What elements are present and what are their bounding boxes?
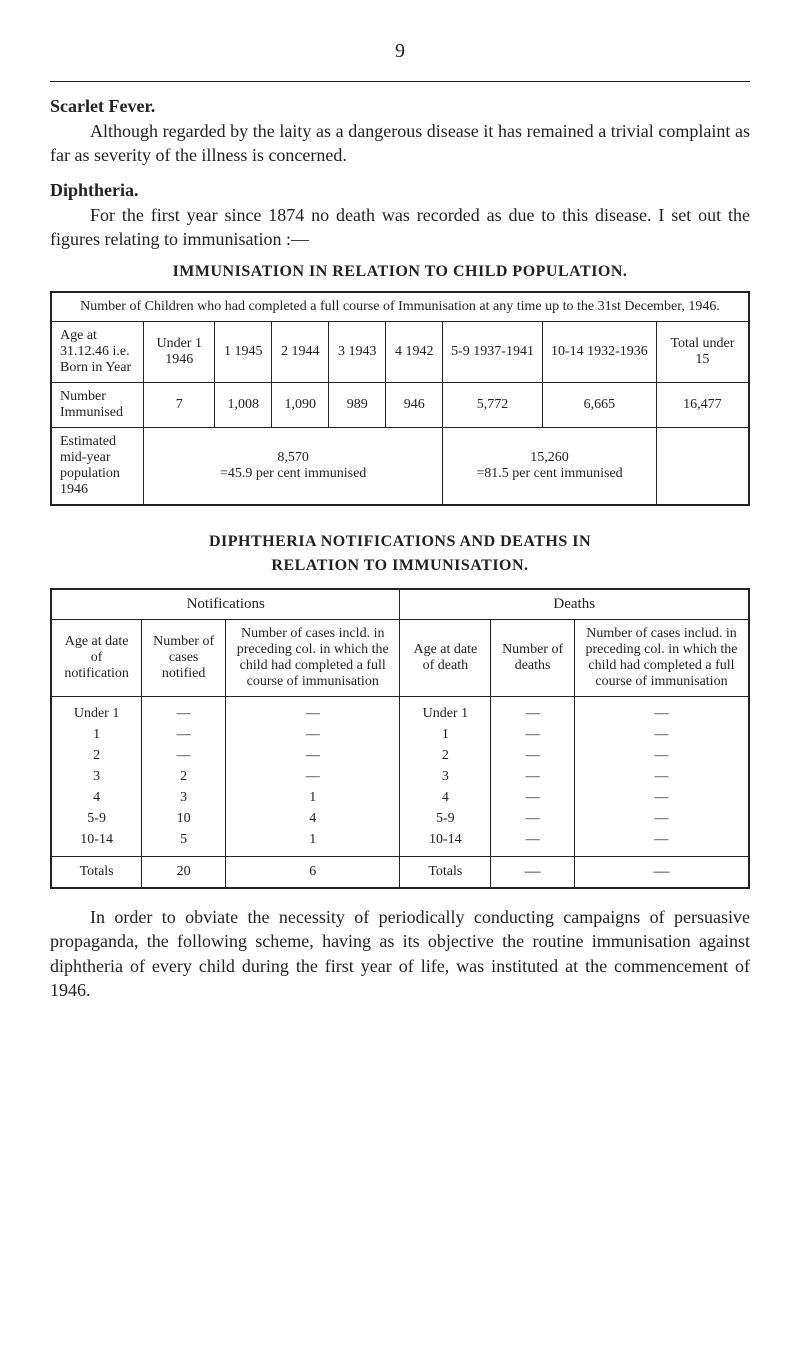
t1-col-5-9: 5-9 1937-1941 [443,322,543,383]
t1-col-3: 3 1943 [329,322,386,383]
t1-imm-5-9: 5,772 [443,383,543,428]
t2-totals-cases-imm: 6 [225,857,400,889]
scarlet-heading: Scarlet Fever. [50,96,750,117]
t1-est-left-pct: =45.9 per cent immunised [150,466,436,482]
t1-col-1: 1 1945 [215,322,272,383]
t2-h-deaths-imm: Number of cases includ. in preced­ing co… [574,620,749,697]
t1-est-left: 8,570 =45.9 per cent immunised [144,428,443,506]
t2-h-deaths: Number of deaths [491,620,575,697]
t1-col-4: 4 1942 [386,322,443,383]
t1-imm-2: 1,090 [272,383,329,428]
t1-col-u1: Under 1 1946 [144,322,215,383]
t2-totals-deaths: — [491,857,575,889]
t2-totals-cases: 20 [142,857,226,889]
t1-est-right-num: 15,260 [449,450,650,466]
t1-imm-10-14: 6,665 [542,383,656,428]
table2-title-line2: RELATION TO IMMUNISATION. [271,557,528,574]
scarlet-text: Although regarded by the laity as a dang… [50,119,750,168]
t2-cases-imm: ————141 [225,697,400,857]
t2-ages-d: Under 112345-910-14 [400,697,491,857]
t2-h-age-d: Age at date of death [400,620,491,697]
t2-deaths-header: Deaths [400,589,749,620]
t2-deaths-imm: ——————— [574,697,749,857]
table2: Notifications Deaths Age at date of noti… [50,588,750,889]
t2-notifications-header: Notifications [51,589,400,620]
t1-imm-label: Number Immunised [51,383,144,428]
t2-h-age: Age at date of notification [51,620,142,697]
page-number: 9 [50,40,750,63]
conclusion-text: In order to obviate the necessity of per… [50,905,750,1002]
t2-deaths: ——————— [491,697,575,857]
table1-caption: Number of Children who had completed a f… [51,292,749,322]
t1-imm-u1: 7 [144,383,215,428]
t2-cases: ———23105 [142,697,226,857]
table1-title: IMMUNISATION IN RELATION TO CHILD POPULA… [50,263,750,281]
t1-est-right: 15,260 =81.5 per cent immunised [443,428,657,506]
t1-imm-1: 1,008 [215,383,272,428]
t2-totals-label-d: Totals [400,857,491,889]
diphtheria-heading: Diphtheria. [50,180,750,201]
t1-est-label: Estimated mid-year population 1946 [51,428,144,506]
divider-top [50,81,750,82]
diphtheria-text: For the first year since 1874 no death w… [50,203,750,252]
t2-ages: Under 112345-910-14 [51,697,142,857]
t1-imm-3: 989 [329,383,386,428]
t1-est-blank [656,428,749,506]
t2-totals-label: Totals [51,857,142,889]
t1-est-left-num: 8,570 [150,450,436,466]
t1-age-label: Age at 31.12.46 i.e. Born in Year [51,322,144,383]
t1-imm-4: 946 [386,383,443,428]
t2-h-cases-imm: Number of cases incld. in preced­ing col… [225,620,400,697]
table1: Number of Children who had completed a f… [50,291,750,506]
table2-title: DIPHTHERIA NOTIFICATIONS AND DEATHS IN R… [50,530,750,578]
t1-imm-total: 16,477 [656,383,749,428]
t2-h-cases: Number of cases notified [142,620,226,697]
t1-col-10-14: 10-14 1932-1936 [542,322,656,383]
table2-title-line1: DIPHTHERIA NOTIFICATIONS AND DEATHS IN [209,533,591,550]
t1-col-total: Total under 15 [656,322,749,383]
t1-col-2: 2 1944 [272,322,329,383]
t1-est-right-pct: =81.5 per cent immunised [449,466,650,482]
t2-totals-deaths-imm: — [574,857,749,889]
